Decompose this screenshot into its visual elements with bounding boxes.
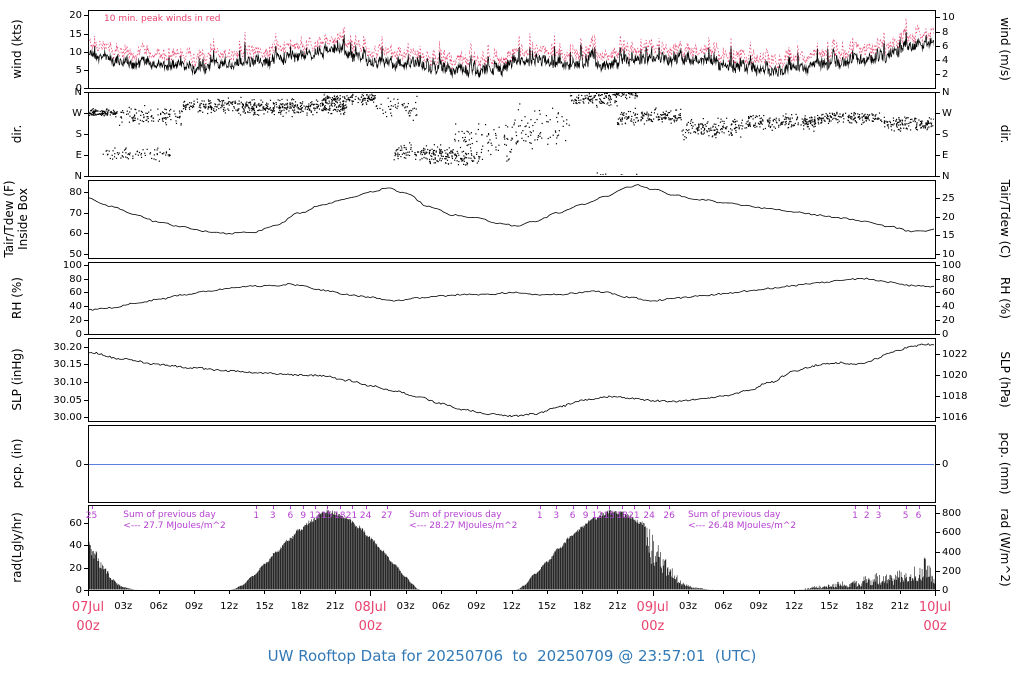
chart-title: UW Rooftop Data for 20250706 to 20250709… <box>267 647 757 665</box>
